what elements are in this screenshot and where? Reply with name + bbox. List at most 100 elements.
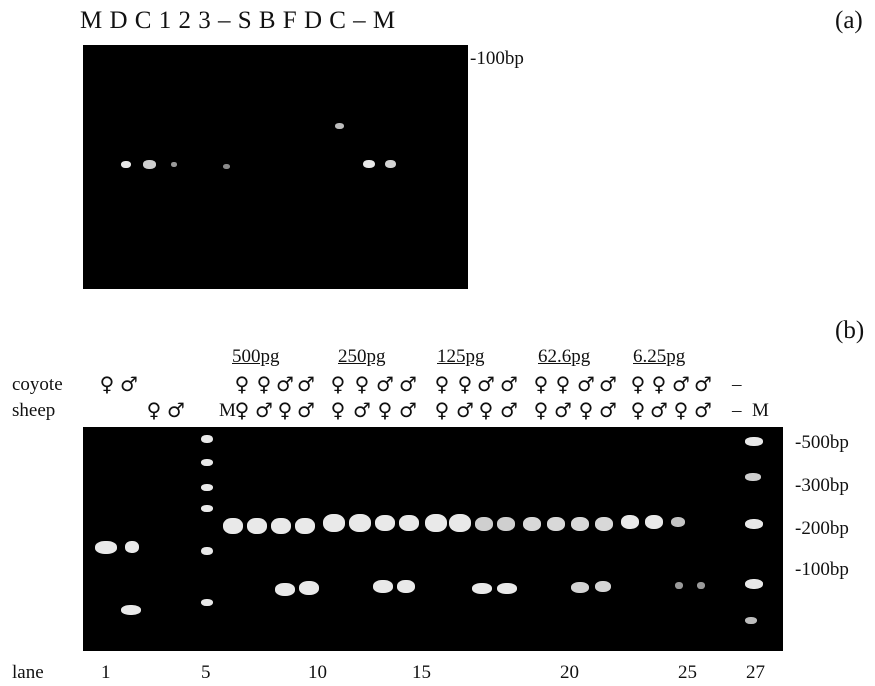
lane-label: lane bbox=[12, 662, 44, 683]
band bbox=[595, 517, 613, 531]
gel-image-a bbox=[83, 45, 468, 289]
band bbox=[399, 515, 419, 531]
band bbox=[323, 514, 345, 532]
band bbox=[745, 473, 761, 481]
panel-a-lane-header: M D C 1 2 3 – S B F D C – M bbox=[80, 7, 396, 34]
band bbox=[171, 162, 177, 167]
male-symbol: ♂ bbox=[167, 398, 185, 422]
band bbox=[745, 579, 763, 589]
female-symbol: ♀ bbox=[651, 372, 667, 396]
female-symbol: ♀ bbox=[555, 372, 571, 396]
band bbox=[295, 518, 315, 534]
lane-number-10: 10 bbox=[308, 662, 327, 683]
row-label-coyote: coyote bbox=[12, 374, 63, 395]
size-marker-300bp: -300bp bbox=[795, 475, 849, 496]
conc-6.25pg: 6.25pg bbox=[633, 346, 686, 367]
band bbox=[472, 583, 492, 594]
male-symbol: ♂ bbox=[694, 372, 712, 396]
band bbox=[745, 437, 763, 446]
band bbox=[425, 514, 447, 532]
female-symbol: ♀ bbox=[256, 372, 272, 396]
band bbox=[523, 517, 541, 531]
band bbox=[397, 580, 415, 593]
band bbox=[201, 505, 213, 512]
female-symbol: ♀ bbox=[146, 398, 162, 422]
band bbox=[271, 518, 291, 534]
male-symbol: ♂ bbox=[672, 372, 690, 396]
male-symbol: ♂ bbox=[120, 372, 138, 396]
female-symbol: ♀ bbox=[457, 372, 473, 396]
band bbox=[745, 519, 763, 529]
female-symbol: ♀ bbox=[533, 398, 549, 422]
band bbox=[571, 517, 589, 531]
band bbox=[299, 581, 319, 595]
band bbox=[121, 605, 141, 615]
band bbox=[373, 580, 393, 593]
female-symbol: ♀ bbox=[478, 398, 494, 422]
male-symbol: ♂ bbox=[376, 372, 394, 396]
band bbox=[223, 164, 230, 169]
band bbox=[201, 459, 213, 466]
band bbox=[497, 517, 515, 531]
male-symbol: ♂ bbox=[554, 398, 572, 422]
lane-marker-M-left: M bbox=[219, 400, 236, 421]
band bbox=[675, 582, 683, 589]
male-symbol: ♂ bbox=[577, 372, 595, 396]
male-symbol: ♂ bbox=[599, 372, 617, 396]
band bbox=[247, 518, 267, 534]
panel-a-label: (a) bbox=[835, 7, 863, 34]
lane-number-20: 20 bbox=[560, 662, 579, 683]
female-symbol: ♀ bbox=[234, 398, 250, 422]
lane-number-5: 5 bbox=[201, 662, 211, 683]
male-symbol: ♂ bbox=[399, 398, 417, 422]
size-marker-200bp: -200bp bbox=[795, 518, 849, 539]
band bbox=[745, 617, 757, 624]
male-symbol: ♂ bbox=[694, 398, 712, 422]
female-symbol: ♀ bbox=[630, 398, 646, 422]
male-symbol: ♂ bbox=[500, 372, 518, 396]
row-label-sheep: sheep bbox=[12, 400, 56, 421]
conc-250pg: 250pg bbox=[338, 346, 386, 367]
band bbox=[475, 517, 493, 531]
lane-number-1: 1 bbox=[101, 662, 111, 683]
female-symbol: ♀ bbox=[578, 398, 594, 422]
male-symbol: ♂ bbox=[650, 398, 668, 422]
female-symbol: ♀ bbox=[377, 398, 393, 422]
panel-b-label: (b) bbox=[835, 317, 865, 344]
band bbox=[571, 582, 589, 593]
band bbox=[375, 515, 395, 531]
male-symbol: ♂ bbox=[477, 372, 495, 396]
female-symbol: ♀ bbox=[330, 372, 346, 396]
female-symbol: ♀ bbox=[434, 398, 450, 422]
band bbox=[547, 517, 565, 531]
female-symbol: ♀ bbox=[99, 372, 115, 396]
male-symbol: ♂ bbox=[599, 398, 617, 422]
conc-125pg: 125pg bbox=[437, 346, 485, 367]
female-symbol: ♀ bbox=[277, 398, 293, 422]
conc-500pg: 500pg bbox=[232, 346, 280, 367]
band bbox=[223, 518, 243, 534]
band bbox=[697, 582, 705, 589]
band bbox=[201, 599, 213, 606]
band bbox=[121, 161, 131, 168]
female-symbol: ♀ bbox=[330, 398, 346, 422]
gel-image-b bbox=[83, 427, 783, 651]
band bbox=[95, 541, 117, 554]
band bbox=[385, 160, 396, 168]
male-symbol: ♂ bbox=[297, 398, 315, 422]
female-symbol: ♀ bbox=[434, 372, 450, 396]
female-symbol: ♀ bbox=[354, 372, 370, 396]
male-symbol: ♂ bbox=[500, 398, 518, 422]
female-symbol: ♀ bbox=[673, 398, 689, 422]
male-symbol: ♂ bbox=[297, 372, 315, 396]
male-symbol: ♂ bbox=[276, 372, 294, 396]
dash-sheep: – bbox=[732, 400, 742, 421]
male-symbol: ♂ bbox=[399, 372, 417, 396]
band bbox=[363, 160, 375, 168]
female-symbol: ♀ bbox=[533, 372, 549, 396]
lane-number-15: 15 bbox=[412, 662, 431, 683]
size-marker-100bp: -100bp bbox=[795, 559, 849, 580]
band bbox=[595, 581, 611, 592]
band bbox=[125, 541, 139, 553]
band bbox=[497, 583, 517, 594]
